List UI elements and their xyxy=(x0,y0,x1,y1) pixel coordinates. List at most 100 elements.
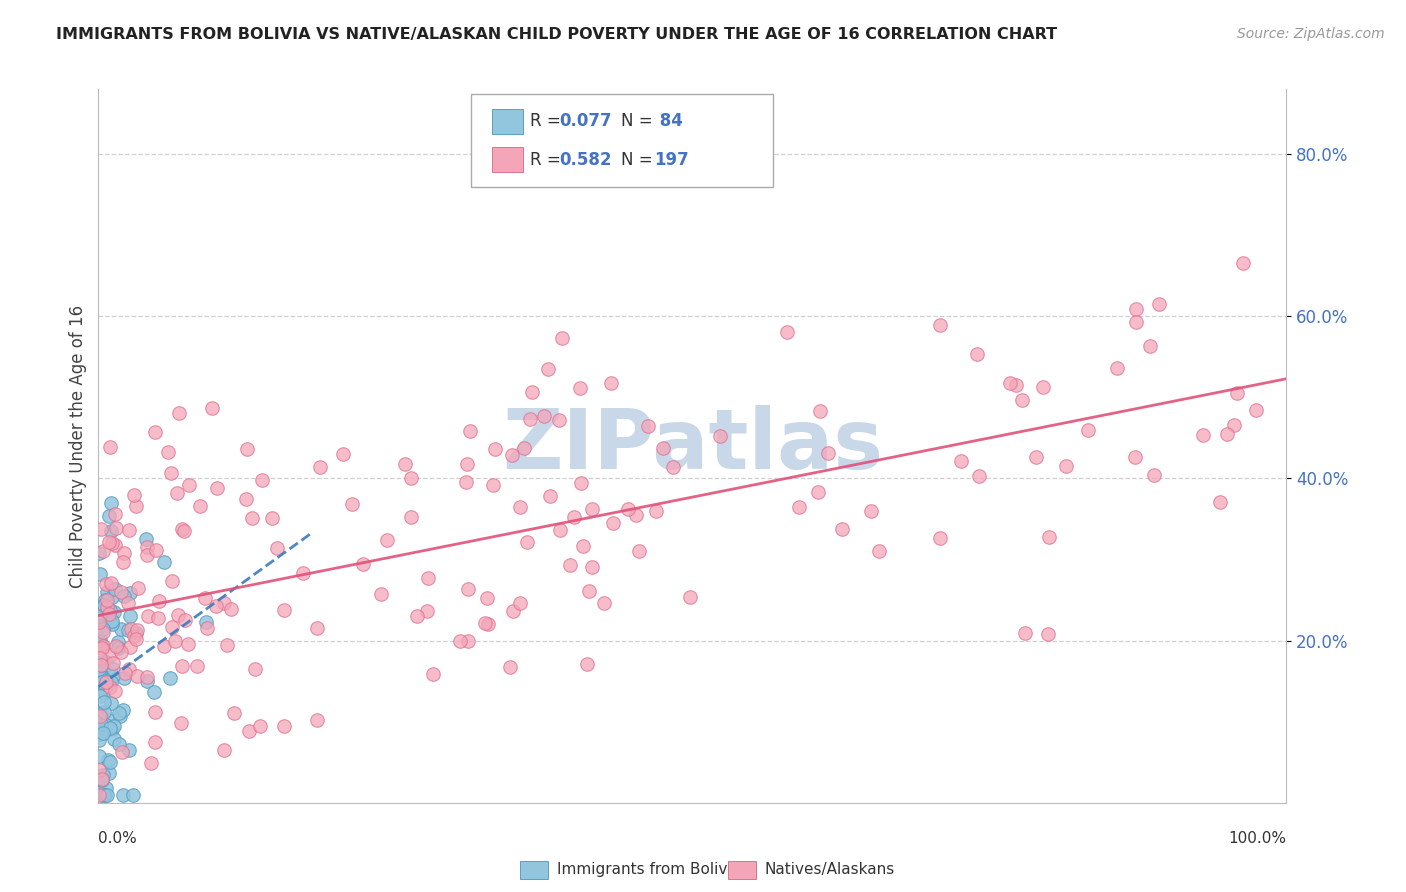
Point xyxy=(1032,380,1054,394)
Point xyxy=(96,585,118,599)
Point xyxy=(1036,627,1059,641)
Point xyxy=(89,566,111,581)
Point xyxy=(617,501,640,516)
Point xyxy=(1244,403,1267,417)
Point xyxy=(1004,378,1026,392)
Point xyxy=(93,674,115,689)
Point xyxy=(273,603,295,617)
Point xyxy=(136,608,159,623)
Point xyxy=(96,600,118,615)
Point xyxy=(91,788,114,802)
Text: Natives/Alaskans: Natives/Alaskans xyxy=(765,863,896,877)
Point xyxy=(159,671,181,685)
Text: R =: R = xyxy=(530,112,567,130)
Point xyxy=(484,442,506,456)
Point xyxy=(112,788,135,802)
Point xyxy=(1149,297,1171,311)
Point xyxy=(94,788,117,802)
Point xyxy=(222,706,245,720)
Point xyxy=(118,742,141,756)
Point xyxy=(569,381,592,395)
Point xyxy=(1125,301,1147,316)
Point xyxy=(859,503,882,517)
Point xyxy=(817,445,839,459)
Point xyxy=(97,753,120,767)
Point xyxy=(91,726,114,740)
Point xyxy=(569,475,592,490)
Point xyxy=(1139,339,1161,353)
Point xyxy=(122,788,145,802)
Text: 197: 197 xyxy=(654,151,689,169)
Point xyxy=(117,596,139,610)
Point xyxy=(120,609,142,624)
Point xyxy=(305,621,328,635)
Point xyxy=(100,524,122,538)
Point xyxy=(117,623,139,637)
Point xyxy=(661,460,683,475)
Point xyxy=(212,743,235,757)
Point xyxy=(501,448,523,462)
Point xyxy=(509,596,531,610)
Point xyxy=(100,496,122,510)
Point xyxy=(96,780,118,795)
Point xyxy=(1054,459,1077,474)
Point xyxy=(136,540,159,554)
Point xyxy=(89,632,111,647)
Point xyxy=(112,671,135,685)
Point xyxy=(120,640,142,654)
Point xyxy=(172,522,194,536)
Point xyxy=(868,544,890,558)
Point xyxy=(100,722,122,736)
Point xyxy=(94,655,117,669)
Point xyxy=(110,644,132,658)
Point xyxy=(560,558,582,573)
Point xyxy=(624,508,647,522)
Point xyxy=(101,656,124,670)
Point xyxy=(950,454,973,468)
Point xyxy=(399,470,422,484)
Point xyxy=(177,478,200,492)
Point xyxy=(91,622,114,636)
Point xyxy=(125,668,148,682)
Point xyxy=(107,641,129,656)
Point xyxy=(110,584,132,599)
Point xyxy=(205,599,228,613)
Point xyxy=(260,511,283,525)
Point xyxy=(98,535,121,549)
Point xyxy=(90,522,112,536)
Point xyxy=(90,669,112,683)
Point xyxy=(966,347,988,361)
Point xyxy=(533,409,555,424)
Point xyxy=(212,596,235,610)
Point xyxy=(125,623,148,637)
Point xyxy=(581,502,603,516)
Point xyxy=(91,599,114,614)
Point xyxy=(477,616,499,631)
Point xyxy=(177,637,200,651)
Point xyxy=(145,542,167,557)
Point xyxy=(170,716,193,731)
Text: Immigrants from Bolivia: Immigrants from Bolivia xyxy=(557,863,741,877)
Point xyxy=(332,447,354,461)
Point xyxy=(458,424,481,438)
Point xyxy=(143,685,166,699)
Point xyxy=(602,516,624,531)
Point xyxy=(120,585,142,599)
Point xyxy=(100,674,122,689)
Point xyxy=(108,709,131,723)
Point xyxy=(98,441,121,455)
Point xyxy=(143,425,166,440)
Point xyxy=(266,541,288,555)
Point xyxy=(89,615,111,629)
Point xyxy=(152,555,174,569)
Point xyxy=(135,532,157,546)
Point xyxy=(136,673,159,688)
Point xyxy=(110,622,132,636)
Point xyxy=(87,662,110,676)
Point xyxy=(474,615,496,630)
Point xyxy=(1038,530,1060,544)
Point xyxy=(928,318,950,332)
Point xyxy=(969,468,991,483)
Point xyxy=(405,609,427,624)
Point xyxy=(194,591,217,605)
